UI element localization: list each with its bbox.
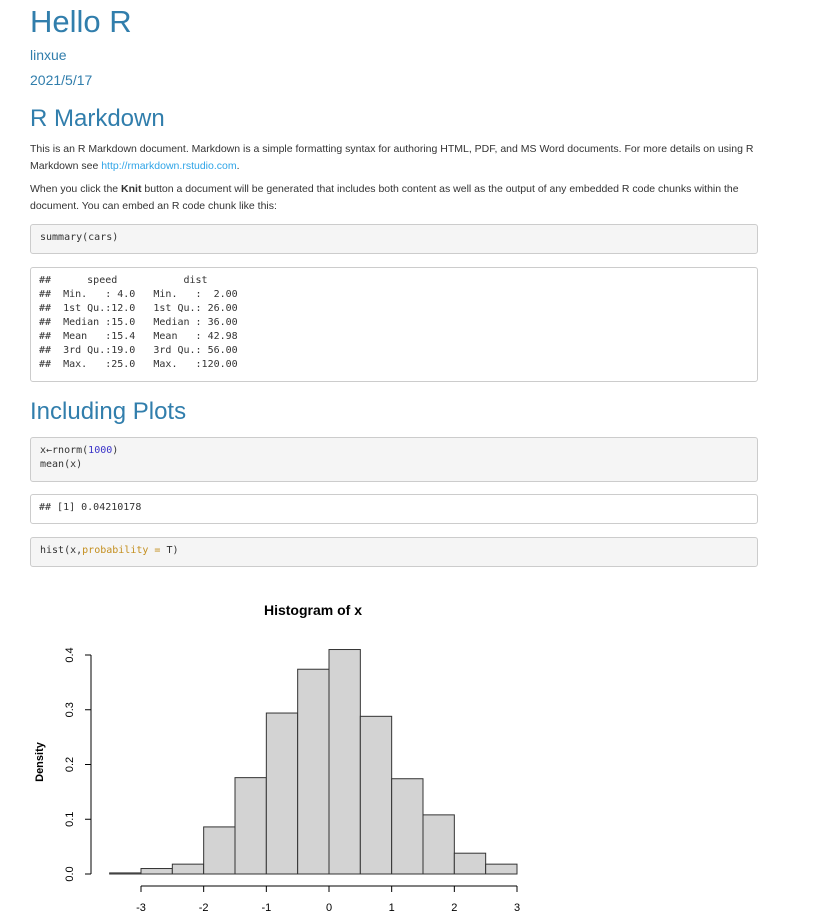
histogram-bar: [265, 712, 299, 875]
y-axis-label: Density: [34, 741, 46, 782]
author: linxue: [30, 47, 67, 63]
code-rnorm-number: 1000: [88, 445, 113, 456]
histogram-bar: [359, 715, 393, 875]
code-hist-a: hist(x,: [40, 545, 83, 556]
code-block-summary: summary(cars): [30, 224, 758, 254]
output-block-mean: ## [1] 0.04210178: [30, 494, 758, 524]
y-tick-label: 0.1: [64, 812, 76, 827]
histogram-bar: [109, 872, 142, 875]
histogram-bar: [234, 777, 267, 875]
x-tick-label: -3: [136, 902, 146, 914]
histogram-bar: [297, 668, 330, 875]
histogram-plot: Histogram of x -3 -2 -1 0 1 2 3 0.0 0.1 0.2 0.3 0.4 D…: [34, 602, 520, 914]
intro-text: This is an R Markdown document. Markdown…: [30, 143, 754, 172]
code-hist-arg: probability =: [82, 545, 167, 556]
histogram-bar: [391, 778, 424, 875]
x-tick-label: 2: [451, 902, 457, 914]
intro-period: .: [236, 160, 240, 172]
y-tick-label: 0.4: [64, 647, 76, 662]
code-block-rnorm: x←rnorm(1000) mean(x): [30, 437, 758, 482]
code-mean: mean(x): [40, 459, 83, 470]
code-hist-b: T): [166, 545, 179, 556]
x-tick-label: 3: [514, 902, 520, 914]
output-block-summary: ## speed dist ## Min. : 4.0 Min. : 2.00 …: [30, 267, 758, 382]
histogram-bar: [485, 863, 518, 875]
x-tick-label: -1: [261, 902, 271, 914]
date: 2021/5/17: [30, 72, 93, 88]
y-tick-label: 0.0: [64, 866, 76, 881]
x-tick-label: 1: [389, 902, 395, 914]
section-heading-r-markdown: R Markdown: [30, 105, 165, 132]
histogram-bar: [171, 863, 205, 875]
intro-paragraph: This is an R Markdown document. Markdown…: [30, 141, 758, 175]
document-title: Hello R: [30, 4, 132, 39]
histogram-bar: [203, 826, 236, 875]
y-tick-label: 0.2: [64, 757, 76, 772]
knit-bold: Knit: [121, 183, 142, 195]
histogram-bar: [453, 852, 487, 875]
code-rnorm-b: ): [112, 445, 119, 456]
knit-text-after: button a document will be generated that…: [30, 183, 739, 212]
knit-paragraph: When you click the Knit button a documen…: [30, 181, 758, 215]
knit-text-before: When you click the: [30, 183, 122, 195]
chart-title: Histogram of x: [264, 602, 362, 618]
section-heading-including-plots: Including Plots: [30, 398, 187, 425]
code-block-hist: hist(x,probability = T): [30, 537, 758, 567]
histogram-bar: [328, 649, 361, 875]
x-tick-label: -2: [199, 902, 209, 914]
code-rnorm-a: x←rnorm(: [40, 445, 89, 456]
histogram-bar: [140, 868, 173, 875]
y-tick-label: 0.3: [64, 702, 76, 717]
rmarkdown-link[interactable]: http://rmarkdown.rstudio.com: [101, 160, 237, 172]
x-tick-label: 0: [326, 902, 332, 914]
histogram-bar: [422, 814, 455, 875]
